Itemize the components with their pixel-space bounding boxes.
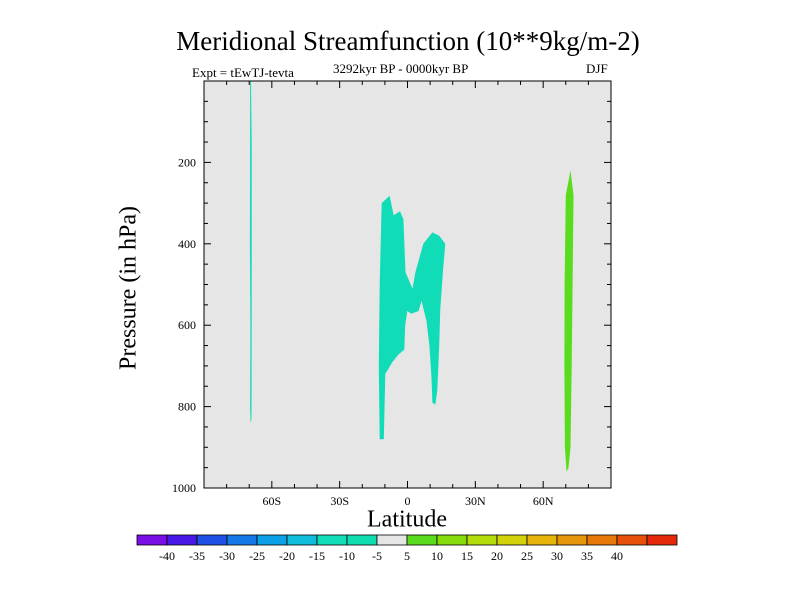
colorbar-label: 20 bbox=[491, 549, 503, 563]
colorbar-box bbox=[406, 534, 438, 546]
y-tick-label: 200 bbox=[178, 155, 196, 169]
colorbar-box bbox=[556, 534, 588, 546]
colorbar-box bbox=[316, 534, 348, 546]
x-tick-label: 30S bbox=[330, 494, 349, 508]
colorbar-label: -25 bbox=[249, 549, 265, 563]
colorbar-box bbox=[136, 534, 168, 546]
colorbar-label: -15 bbox=[309, 549, 325, 563]
colorbar-box bbox=[256, 534, 288, 546]
x-tick-label: 0 bbox=[405, 494, 411, 508]
colorbar-box bbox=[496, 534, 528, 546]
colorbar-box bbox=[436, 534, 468, 546]
period-label: 3292kyr BP - 0000kyr BP bbox=[333, 61, 469, 76]
colorbar-label: 10 bbox=[431, 549, 443, 563]
y-tick-label: 1000 bbox=[172, 481, 196, 495]
colorbar-label: -10 bbox=[339, 549, 355, 563]
colorbar-box bbox=[586, 534, 618, 546]
x-tick-label: 60S bbox=[262, 494, 281, 508]
contour-region-0 bbox=[249, 81, 252, 423]
x-axis-label: Latitude bbox=[367, 506, 447, 533]
colorbar-label: -30 bbox=[219, 549, 235, 563]
colorbar-box bbox=[166, 534, 198, 546]
x-tick-label: 30N bbox=[465, 494, 486, 508]
colorbar-box bbox=[226, 534, 258, 546]
x-tick-label: 60N bbox=[533, 494, 554, 508]
colorbar-box bbox=[526, 534, 558, 546]
colorbar-label: 15 bbox=[461, 549, 473, 563]
colorbar: -40 -35 -30 -25 -20 -15 -10 -5 5 10 15 20 25 30 35 40 bbox=[136, 534, 678, 563]
y-ticks: 200 400 600 800 1000 bbox=[172, 100, 611, 495]
colorbar-label: 40 bbox=[611, 549, 623, 563]
colorbar-label: -35 bbox=[189, 549, 205, 563]
colorbar-label: 35 bbox=[581, 549, 593, 563]
colorbar-box bbox=[616, 534, 648, 546]
colorbar-box bbox=[196, 534, 228, 546]
colorbar-box bbox=[346, 534, 378, 546]
colorbar-label: 5 bbox=[404, 549, 410, 563]
colorbar-label: -20 bbox=[279, 549, 295, 563]
colorbar-box bbox=[286, 534, 318, 546]
y-tick-label: 600 bbox=[178, 318, 196, 332]
x-ticks: 60S 30S 0 30N 60N bbox=[226, 81, 589, 508]
chart-title: Meridional Streamfunction (10**9kg/m-2) bbox=[176, 26, 640, 56]
contour-region-1 bbox=[378, 195, 446, 440]
colorbar-label: 25 bbox=[521, 549, 533, 563]
colorbar-label: -5 bbox=[372, 549, 382, 563]
season-label: DJF bbox=[586, 61, 608, 76]
colorbar-label: -40 bbox=[159, 549, 175, 563]
y-tick-label: 400 bbox=[178, 237, 196, 251]
experiment-label: Expt = tEwTJ-tevta bbox=[192, 65, 294, 80]
colorbar-box bbox=[376, 534, 408, 546]
contour-regions bbox=[249, 81, 574, 472]
colorbar-label: 30 bbox=[551, 549, 563, 563]
y-tick-label: 800 bbox=[178, 400, 196, 414]
colorbar-box bbox=[646, 534, 678, 546]
colorbar-box bbox=[466, 534, 498, 546]
contour-region-2 bbox=[564, 170, 574, 472]
